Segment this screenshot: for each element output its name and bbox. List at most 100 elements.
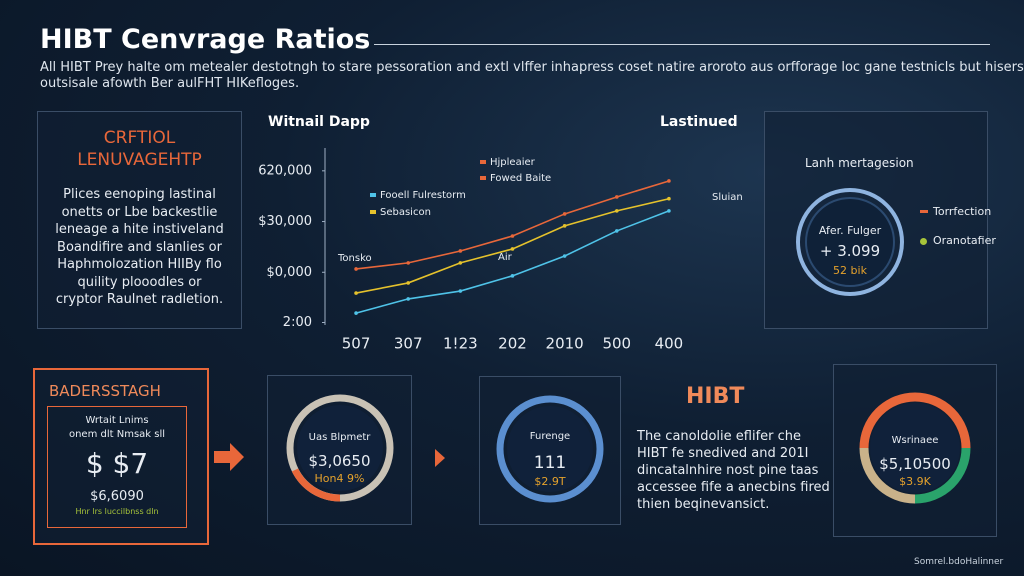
x-tick-label: 400 (655, 335, 684, 353)
gauge-value: 111 (533, 453, 567, 473)
legend-dot (920, 238, 927, 245)
annotation-swatch (480, 160, 486, 164)
legend-label: Sebasicon (380, 207, 431, 218)
legend-label: Torrfection (933, 205, 992, 218)
point (406, 281, 411, 285)
legend-dot (920, 210, 928, 213)
point (562, 212, 567, 216)
line: onem dlt Nmsak sll (68, 429, 166, 440)
gauge-inner (507, 406, 593, 492)
annotation: Tonsko (337, 253, 372, 264)
panel-body: Plices eenoping lastinal onetts or Lbe ba… (38, 186, 241, 309)
panel-heading: Lanh mertagesion (805, 156, 914, 170)
gauge-sub: Hon4 9% (314, 472, 365, 485)
gauge-panel: Uas Blpmetr $3,0650 Hon4 9% (267, 375, 412, 525)
gauge-label: Wsrinaee (891, 435, 939, 446)
title: HIBT Cenvrage Ratios (40, 24, 371, 55)
gauge (859, 392, 971, 504)
point (510, 247, 515, 251)
x-tick-label: 500 (602, 335, 631, 353)
y-tick-label: 2:00 (283, 315, 312, 330)
line: Wrtait Lnims (85, 415, 149, 426)
text-line: HIBT fe snedived and 201I (637, 446, 809, 461)
text-line: quility plooodles or (77, 274, 202, 290)
point (614, 209, 619, 213)
legend-swatch (370, 193, 376, 197)
gauge-panel: Wsrinaee $5,10500 $3.9K (833, 364, 997, 537)
gauge-inner (805, 197, 895, 287)
point (667, 209, 671, 213)
annotation: Hjpleaier (490, 157, 536, 168)
text-line: accessee fife a anecbins fired (637, 480, 830, 495)
gauge-label: Furenge (529, 431, 571, 442)
footer: Somrel.bdoHalinner (914, 557, 1004, 567)
point (354, 267, 358, 271)
arrow-shape (214, 443, 244, 471)
gauge-arc (859, 447, 916, 504)
bottom-panel: BADERSSTAGH Wrtait Lnims onem dlt Nmsak … (33, 368, 209, 545)
y-tick-label: $0,000 (267, 265, 313, 280)
text-line: Plices eenoping lastinal (63, 187, 216, 202)
text-line: leneage a hite instiveland (55, 222, 224, 237)
gauge-sub: 52 bik (833, 264, 867, 277)
point (667, 196, 671, 201)
panel-title: CRFTIOL (103, 128, 176, 148)
series-line (355, 210, 670, 314)
subtitle: outsisale afowth Ber aulFHT HIKefloges. (40, 76, 300, 91)
legend-label: Fooell Fulrestorm (380, 190, 466, 201)
symbols: $ $7 (85, 447, 149, 480)
point (458, 289, 463, 293)
gauge-label: Afer. Fulger (818, 224, 882, 237)
legend-label: Fowed Baite (490, 173, 551, 184)
y-tick-label: $30,000 (258, 214, 312, 229)
legend-label: Oranotafier (933, 234, 996, 247)
x-tick-label: 2010 (546, 335, 584, 353)
gauge-value: $5,10500 (879, 455, 951, 473)
point (458, 249, 463, 253)
x-tick-label: 1!23 (443, 335, 478, 353)
text-line: onetts or Lbe backestlie (61, 204, 218, 220)
text-line: cryptor Raulnet radletion. (55, 292, 224, 307)
gauge (796, 188, 904, 296)
title-rule (374, 44, 990, 45)
point (354, 291, 358, 295)
gauge-label: Uas Blpmetr (308, 432, 371, 443)
gauge (286, 394, 394, 502)
text-line: Haphmolozation HIIBy flo (57, 257, 222, 272)
point (406, 261, 411, 265)
text-line: thien beqinevansict. (637, 497, 770, 512)
point (562, 224, 567, 228)
panel-title: BADERSSTAGH (49, 382, 161, 400)
point (354, 311, 358, 315)
point (562, 254, 567, 258)
point (510, 274, 515, 278)
x-tick-label: 507 (342, 335, 371, 353)
gauge-inner (870, 403, 960, 493)
point (510, 234, 515, 238)
gauge-ring (796, 188, 904, 296)
arrow (435, 449, 445, 467)
gauge-arc (291, 468, 341, 502)
text-body: The canoldolie eflifer che HIBT fe snediv… (637, 428, 830, 513)
chart-subtitle: Lastinued (660, 114, 738, 130)
right-panel: Lanh mertagesion Afer. Fulger + 3.099 52… (764, 111, 996, 329)
gauge-arc (859, 392, 971, 449)
legend-swatch (370, 210, 376, 214)
text-line: The canoldolie eflifer che (637, 429, 802, 444)
amount: $6,6090 (90, 489, 144, 504)
gauge-ring (496, 395, 604, 503)
annotation: Air (498, 252, 513, 263)
gauge-inner (297, 405, 383, 491)
x-tick-label: 307 (394, 335, 423, 353)
text-line: dincatalnhire nost pine taas (637, 463, 819, 478)
point (406, 297, 411, 301)
inner-box: Wrtait Lnims onem dlt Nmsak sll $ $7 $6,… (47, 406, 187, 528)
point (458, 261, 463, 265)
line-chart: Witnail Dapp Lastinued 2:00 $0,000 $30,000 62… (258, 114, 743, 353)
gauge-value: $3,0650 (308, 452, 371, 470)
y-tick-label: 620,000 (258, 163, 312, 178)
gauge-arc (914, 447, 971, 504)
annotation: Sluian (712, 192, 743, 203)
gauge-value: + 3.099 (819, 242, 881, 260)
